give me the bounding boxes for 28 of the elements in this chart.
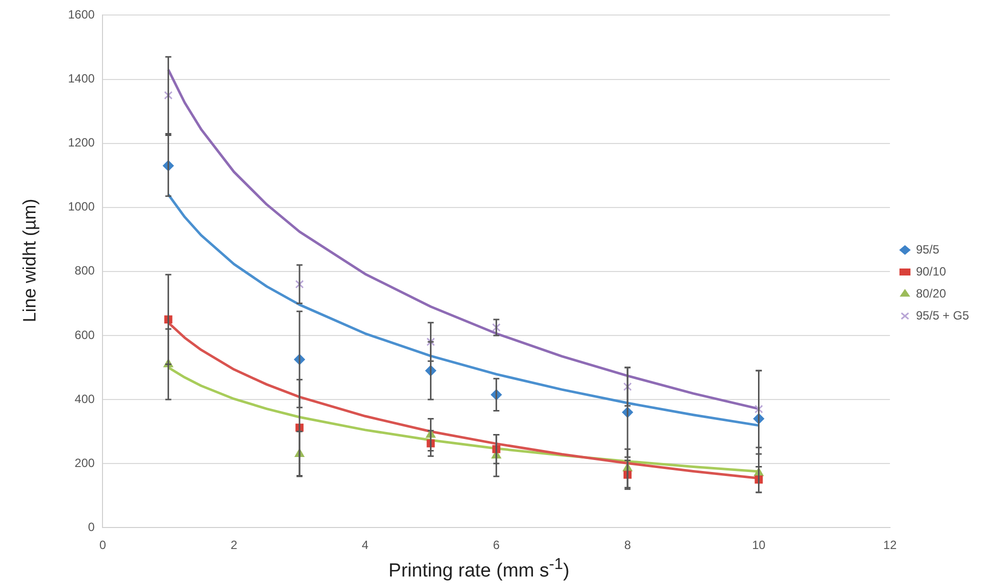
y-tick-label: 1600 <box>68 8 96 22</box>
legend-label: 90/10 <box>916 264 946 278</box>
y-tick-label: 200 <box>74 456 96 470</box>
y-tick-label: 1400 <box>68 72 96 86</box>
y-tick-label: 400 <box>74 392 96 406</box>
x-axis-title: Printing rate (mm s$^{-1}$) <box>388 556 570 582</box>
y-axis-title: Line widht (µm) <box>20 198 40 324</box>
point <box>754 404 764 414</box>
point <box>164 90 173 100</box>
y-tick-label: 1000 <box>68 200 96 214</box>
y-tick-label: 800 <box>74 264 96 278</box>
x-tick-label: 0 <box>99 538 106 552</box>
y-tick-label: 600 <box>74 328 96 342</box>
point <box>492 323 501 332</box>
y-tick-label: 1200 <box>68 136 96 150</box>
point <box>426 338 436 346</box>
legend-label: 95/5 <box>916 242 940 256</box>
x-tick-label: 8 <box>624 538 632 552</box>
point <box>295 280 304 288</box>
legend-label: 80/20 <box>916 286 946 300</box>
x-tick-label: 10 <box>752 538 766 552</box>
point <box>623 382 632 391</box>
y-tick-label: 0 <box>88 520 96 534</box>
legend-label: 95/5 + G5 <box>916 308 970 322</box>
x-tick-label: 4 <box>362 538 369 552</box>
x-tick-label: 2 <box>230 538 238 552</box>
x-tick-label: 12 <box>883 538 897 552</box>
x-tick-label: 6 <box>492 538 500 552</box>
